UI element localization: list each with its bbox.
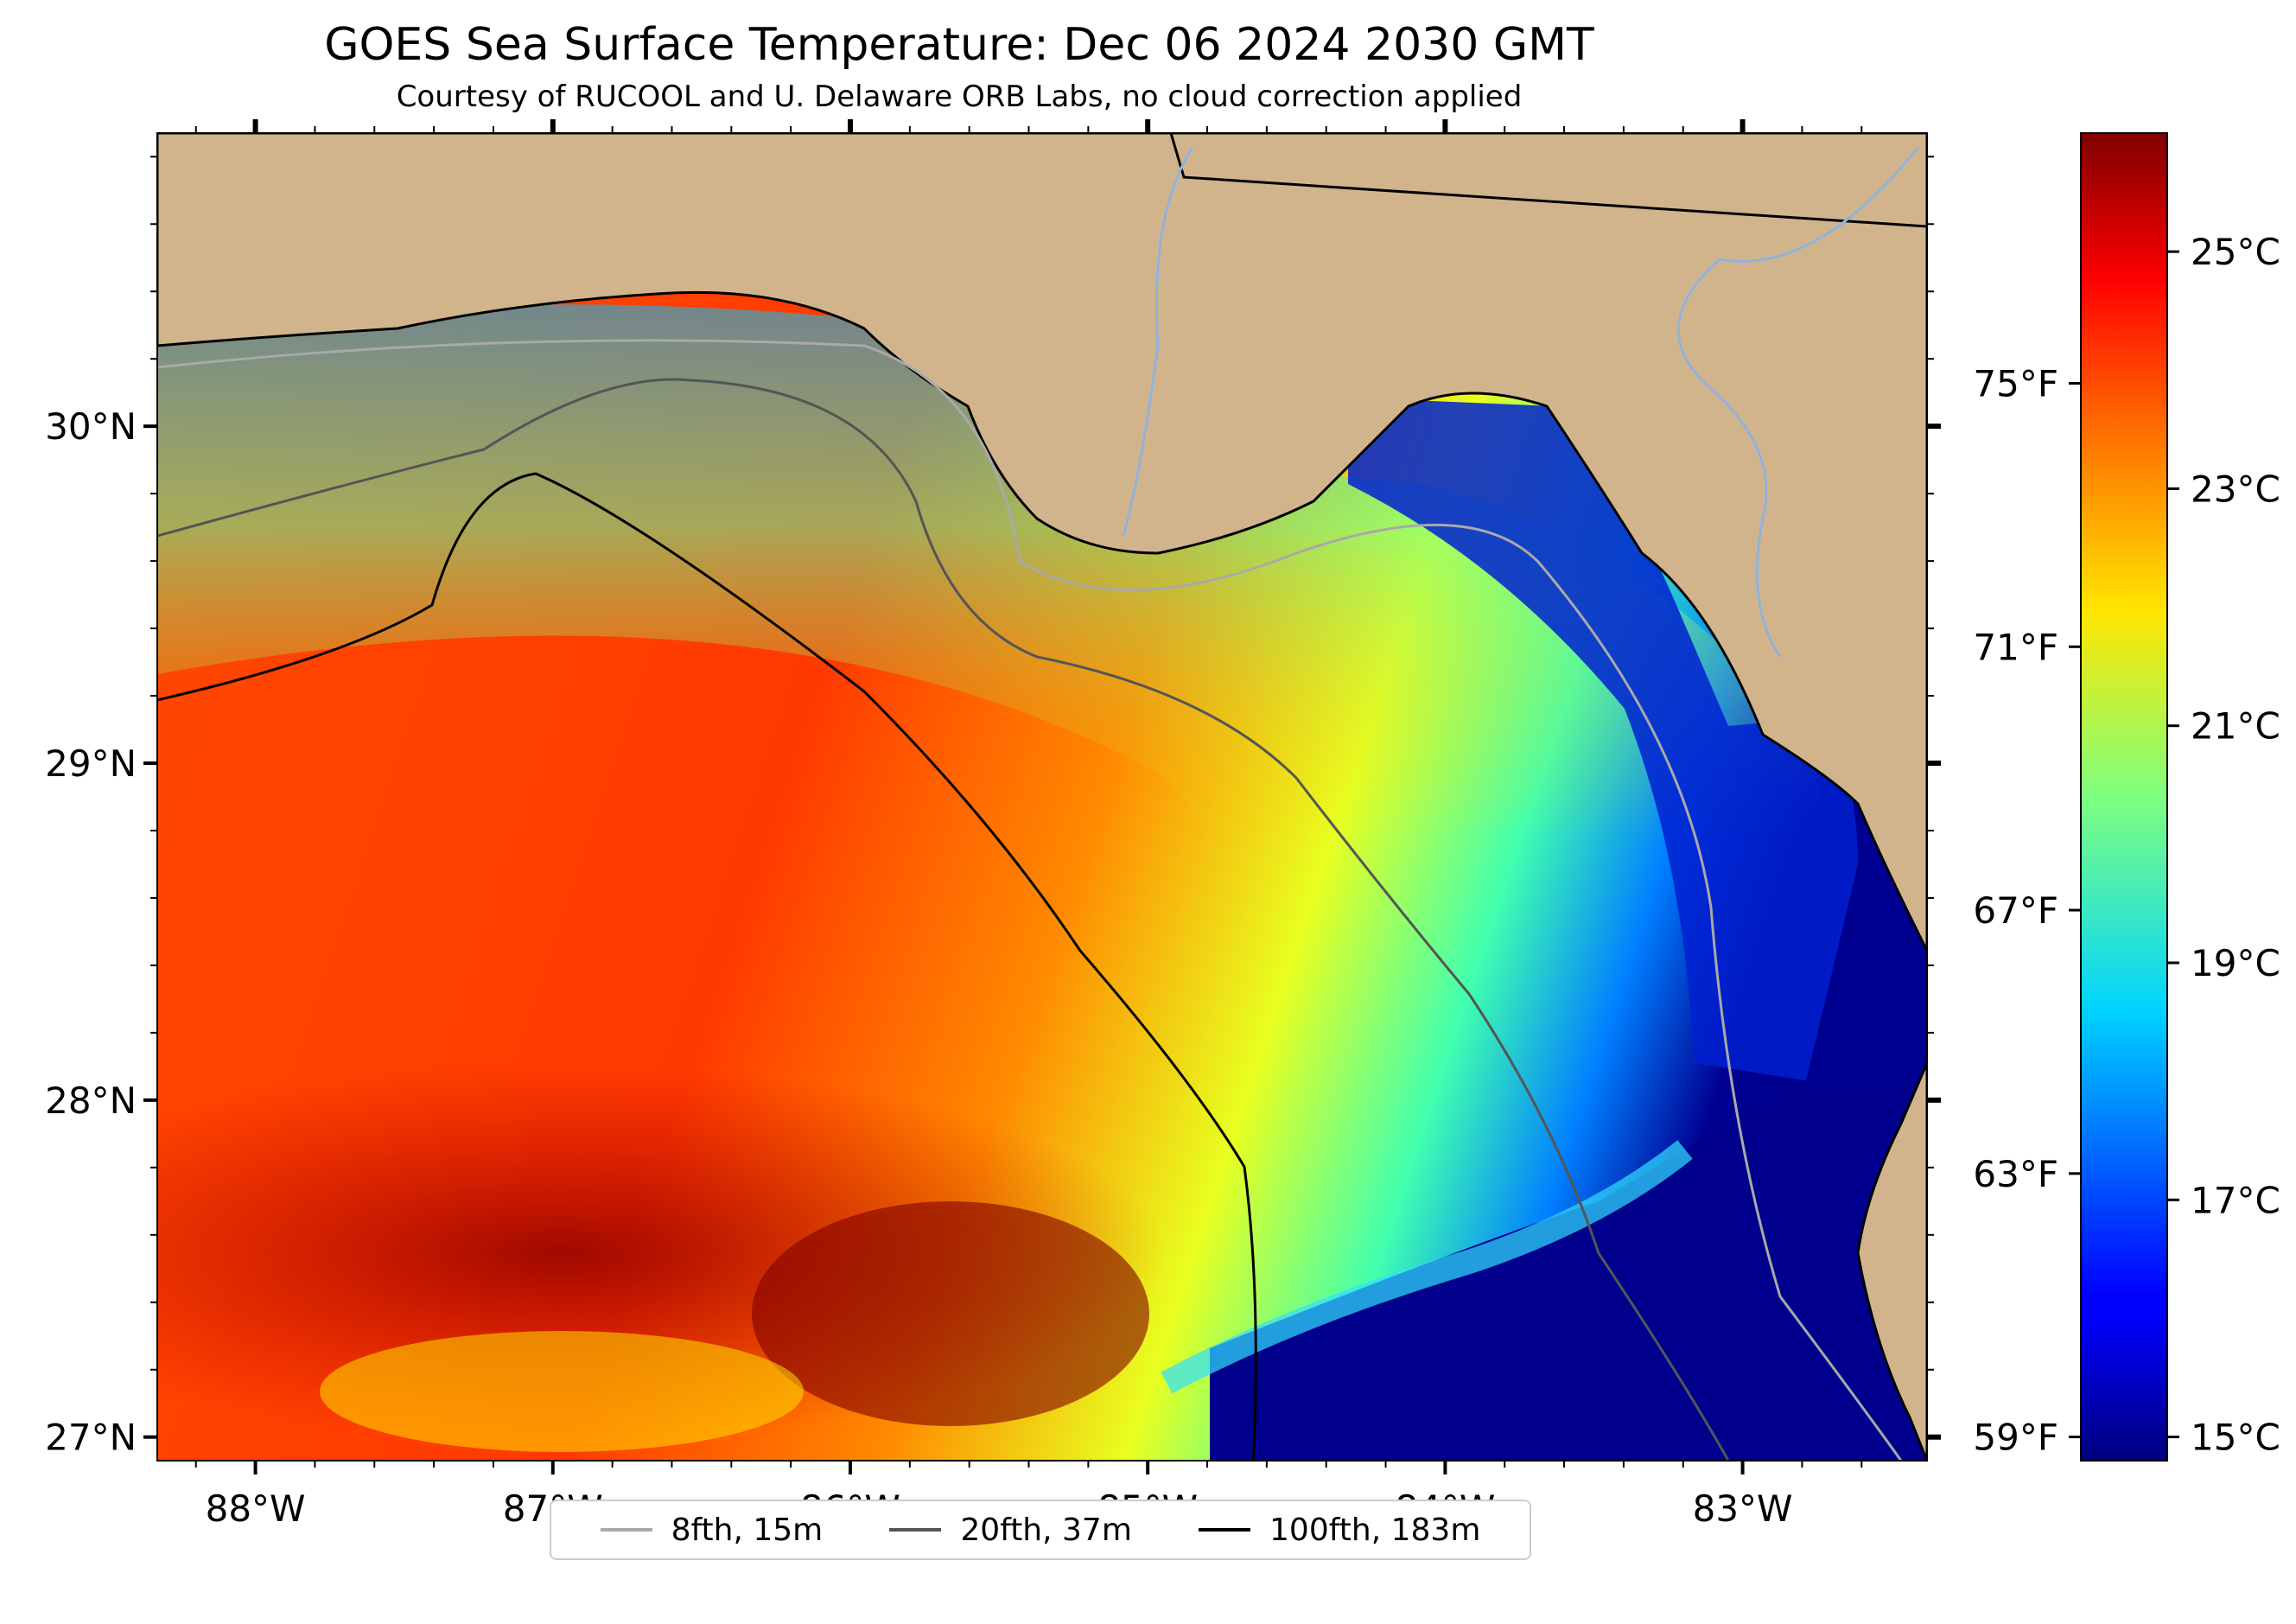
- legend-item-8fth: 8fth, 15m: [600, 1512, 824, 1548]
- map-area: [157, 133, 1927, 1461]
- colorbar-ticks: [2069, 250, 2179, 1439]
- fahrenheit-tick-label: 63°F: [1973, 1153, 2058, 1195]
- fahrenheit-tick-label: 75°F: [1973, 363, 2058, 405]
- legend-line-100fth: [1199, 1528, 1251, 1532]
- celsius-tick-label: 25°C: [2191, 231, 2280, 273]
- celsius-tick-label: 21°C: [2191, 705, 2280, 748]
- celsius-tick-label: 17°C: [2191, 1179, 2280, 1221]
- map-title: GOES Sea Surface Temperature: Dec 06 202…: [324, 19, 1594, 71]
- legend-item-100fth: 100fth, 183m: [1199, 1513, 1480, 1548]
- cold-water-southeast: [1210, 1080, 1927, 1461]
- map-axis-ticks: [143, 119, 1941, 1474]
- lon-tick-label: 88°W: [206, 1487, 306, 1530]
- legend-label-20fth: 20fth, 37m: [960, 1512, 1132, 1548]
- lat-tick-label: 30°N: [45, 405, 137, 448]
- fahrenheit-tick-label: 67°F: [1973, 889, 2058, 932]
- fahrenheit-tick-label: 59°F: [1973, 1417, 2058, 1459]
- isobath-8fth: [157, 339, 1903, 1461]
- map-frame: [156, 132, 1928, 1462]
- celsius-tick-label: 15°C: [2191, 1417, 2280, 1459]
- land-florida-peninsula: [1856, 1062, 1927, 1461]
- river: [1122, 146, 1194, 537]
- legend-label-100fth: 100fth, 183m: [1269, 1512, 1481, 1548]
- river: [1676, 146, 1920, 658]
- colorbar: [2080, 132, 2168, 1462]
- cold-water-big-bend: [1348, 398, 1858, 1080]
- yellow-patch-south: [320, 1331, 804, 1452]
- isobath-20fth: [157, 378, 1730, 1461]
- legend-item-20fth: 20fth, 37m: [889, 1513, 1132, 1548]
- cold-front-edge: [1161, 1140, 1693, 1394]
- lat-tick-label: 28°N: [45, 1079, 137, 1122]
- warm-core-east: [752, 1201, 1149, 1426]
- lon-tick-label: 83°W: [1693, 1487, 1793, 1530]
- isobath-100fth: [157, 472, 1257, 1461]
- lat-tick-label: 27°N: [45, 1417, 137, 1459]
- colorbar-labels: 25°C 23°C 21°C 19°C 17°C 15°C 75°F 71°F 67°F 63°F…: [1973, 231, 2280, 1458]
- state-border: [1169, 133, 1927, 228]
- legend-line-8fth: [600, 1528, 652, 1532]
- legend-line-20fth: [889, 1528, 942, 1532]
- isobath-legend: 8fth, 15m 20fth, 37m 100fth, 183m: [550, 1500, 1531, 1560]
- legend-label-8fth: 8fth, 15m: [671, 1512, 824, 1548]
- land-area: [157, 133, 1927, 952]
- map-subtitle: Courtesy of RUCOOL and U. Delaware ORB L…: [396, 80, 1523, 114]
- celsius-tick-label: 19°C: [2191, 942, 2280, 984]
- lat-tick-label: 29°N: [45, 742, 137, 785]
- celsius-tick-label: 23°C: [2191, 468, 2280, 510]
- fahrenheit-tick-label: 71°F: [1973, 626, 2058, 668]
